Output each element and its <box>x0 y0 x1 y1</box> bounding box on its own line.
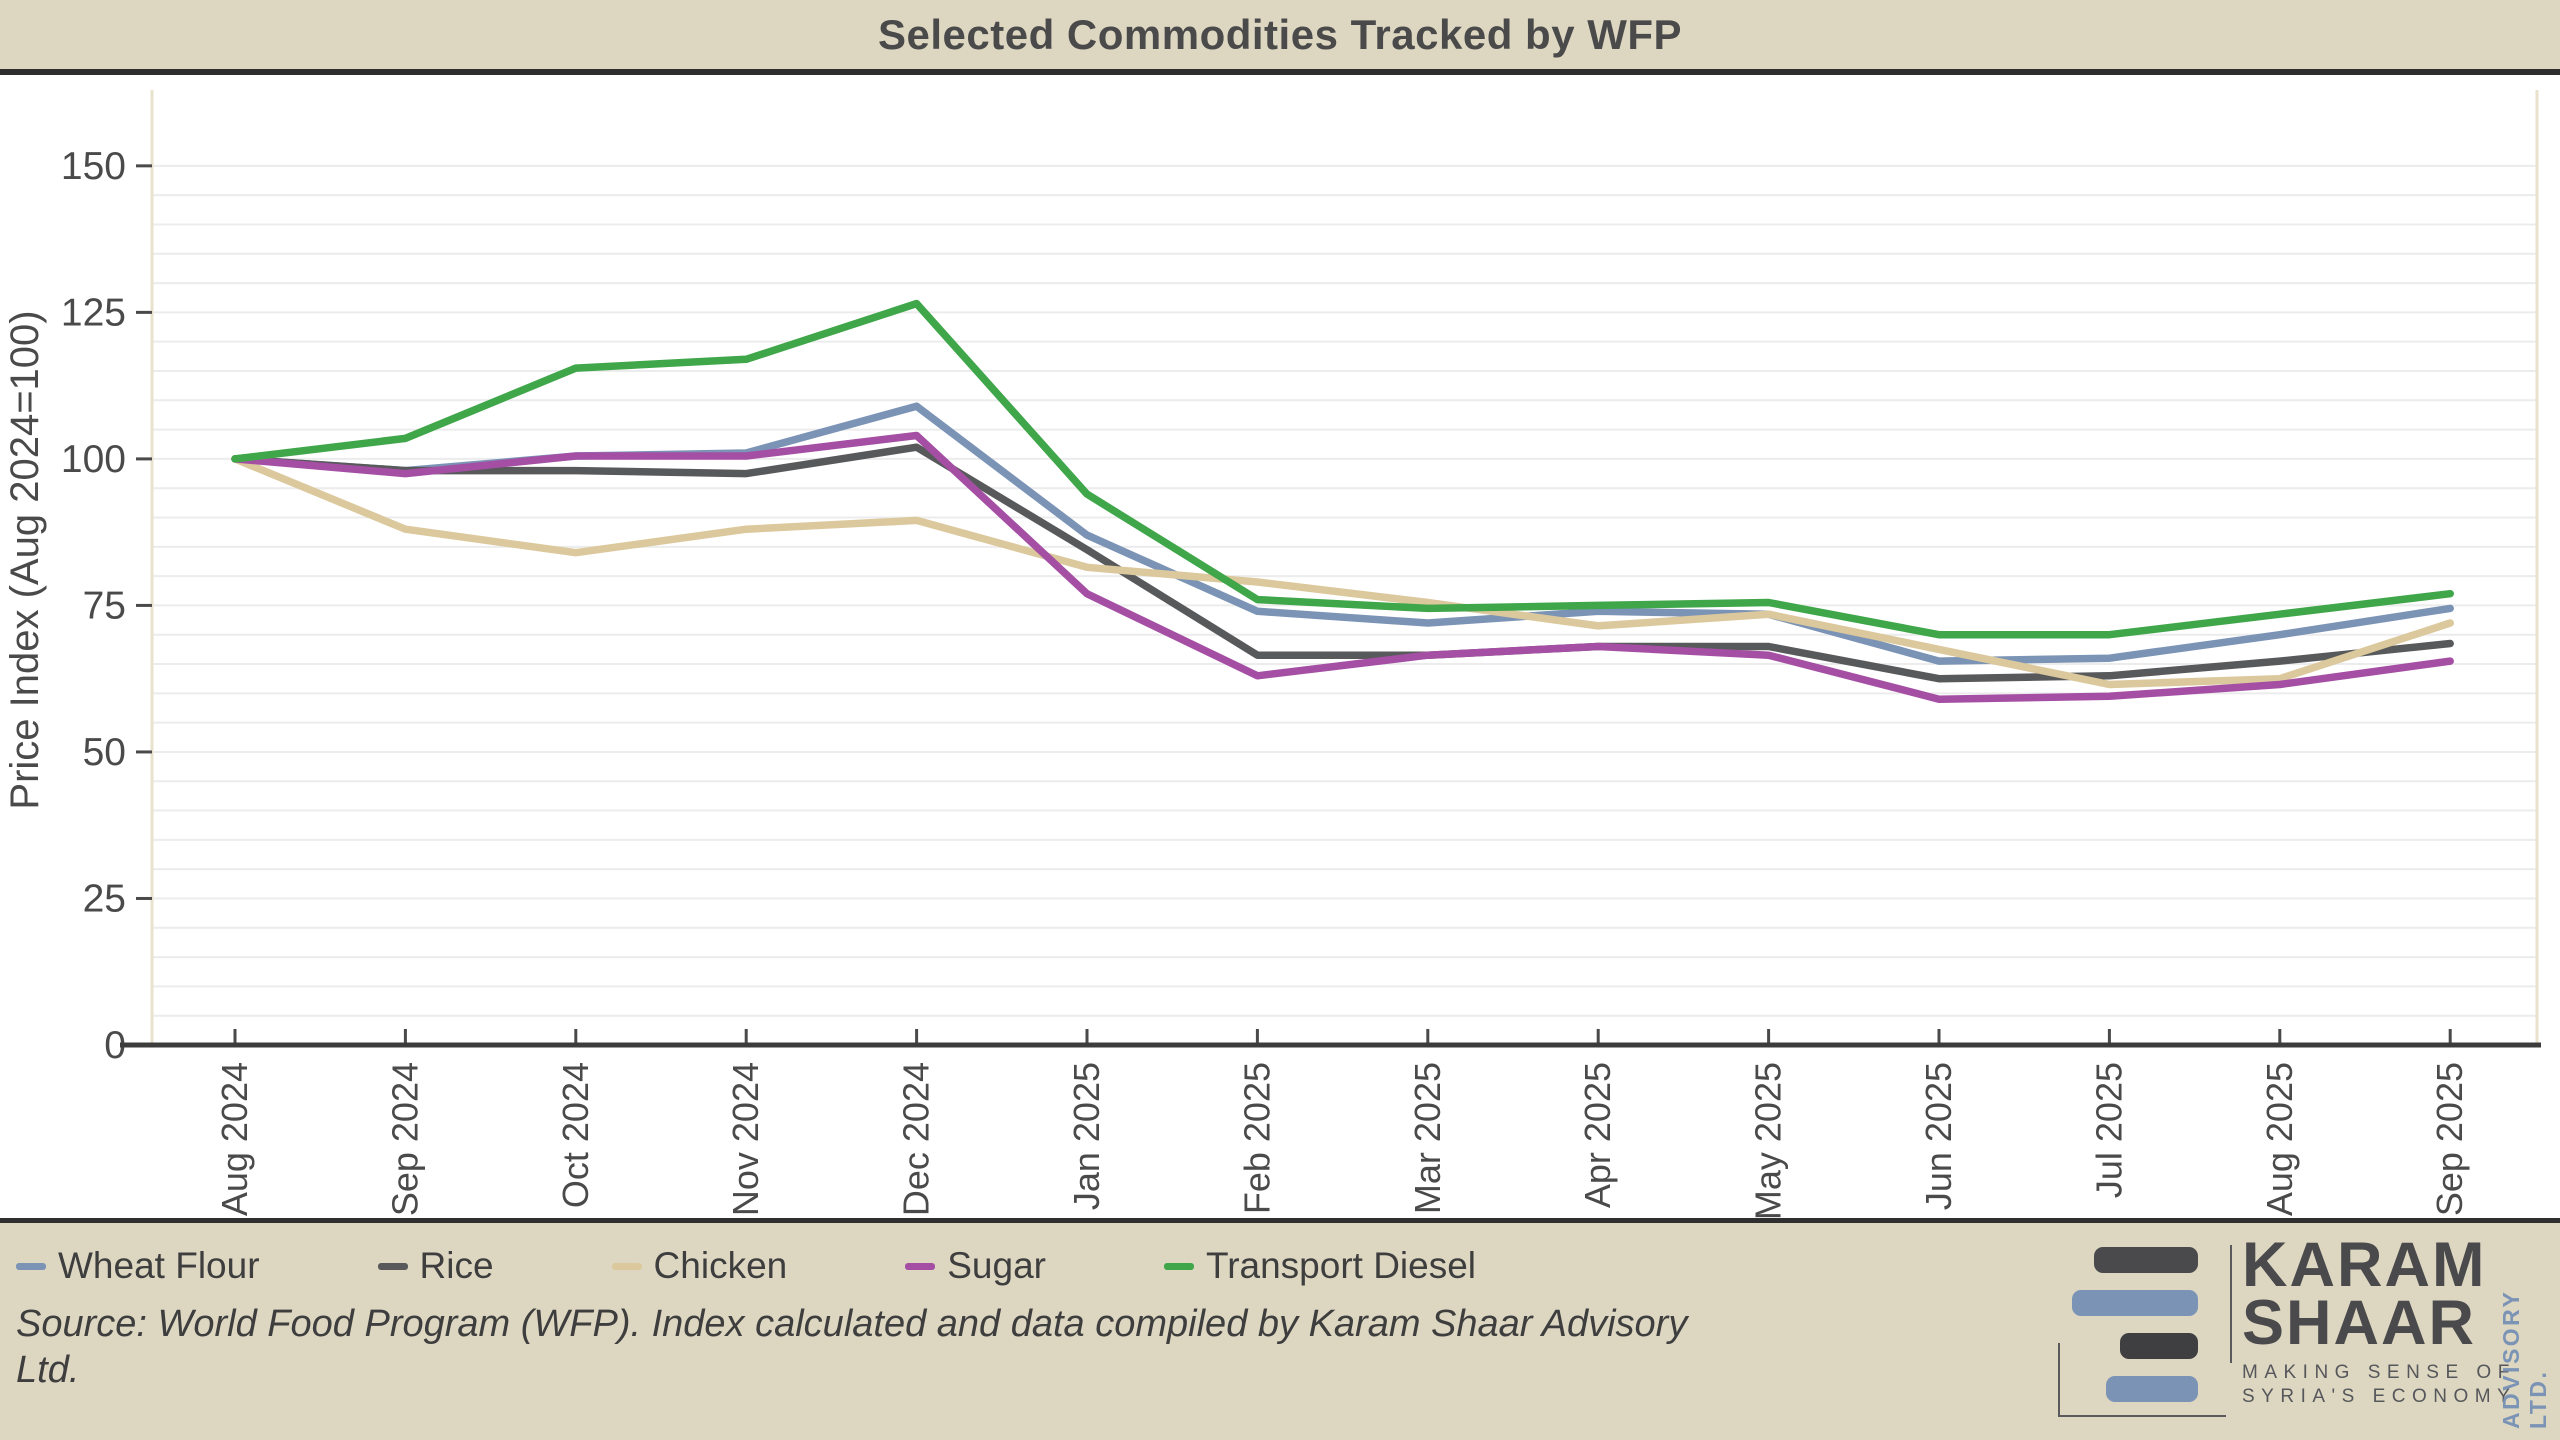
legend-label: Rice <box>419 1245 494 1286</box>
logo-corner-border <box>2058 1343 2226 1417</box>
logo-bars-icon <box>2072 1247 2222 1415</box>
logo-wordmark: KARAM SHAAR MAKING SENSE OF SYRIA'S ECON… <box>2242 1230 2517 1408</box>
logo-bar-icon <box>2120 1333 2198 1359</box>
legend-label: Sugar <box>947 1245 1046 1286</box>
source-note: Source: World Food Program (WFP). Index … <box>16 1303 1688 1392</box>
logo-bar-icon <box>2072 1290 2198 1316</box>
logo-tagline: MAKING SENSE OF SYRIA'S ECONOMY <box>2242 1361 2517 1407</box>
plot-background <box>0 75 2560 1218</box>
logo-brand-line1: KARAM <box>2242 1230 2487 1300</box>
legend-swatch-icon <box>611 1262 642 1270</box>
legend-item-chicken: Chicken <box>611 1245 788 1287</box>
legend-item-transport-diesel: Transport Diesel <box>1163 1245 1477 1287</box>
legend-swatch-icon <box>905 1262 936 1270</box>
logo-bar-icon <box>2106 1376 2198 1402</box>
legend-label: Wheat Flour <box>58 1245 260 1286</box>
logo-advisory-ltd: ADVISORY LTD. <box>2498 1290 2551 1429</box>
logo-separator <box>2230 1245 2232 1363</box>
legend-item-rice: Rice <box>377 1245 494 1287</box>
legend-swatch-icon <box>377 1262 408 1270</box>
chart-header: Selected Commodities Tracked by WFP <box>0 0 2560 75</box>
chart-title: Selected Commodities Tracked by WFP <box>877 10 1683 58</box>
logo-brand-line2: SHAAR <box>2242 1287 2477 1358</box>
legend-swatch-icon <box>1163 1262 1194 1270</box>
legend-swatch-icon <box>16 1262 46 1270</box>
logo-bar-icon <box>2094 1247 2198 1273</box>
legend-label: Chicken <box>653 1245 788 1286</box>
legend-item-sugar: Sugar <box>905 1245 1046 1287</box>
karam-shaar-logo: KARAM SHAAR MAKING SENSE OF SYRIA'S ECON… <box>2044 1234 2551 1429</box>
legend-label: Transport Diesel <box>1205 1245 1477 1286</box>
legend: Wheat Flour Rice Chicken Sugar Transport Die… <box>16 1245 2560 1287</box>
legend-item-wheat-flour: Wheat Flour <box>16 1245 260 1287</box>
chart-footer: Wheat Flour Rice Chicken Sugar Transport Die… <box>0 1218 2560 1440</box>
